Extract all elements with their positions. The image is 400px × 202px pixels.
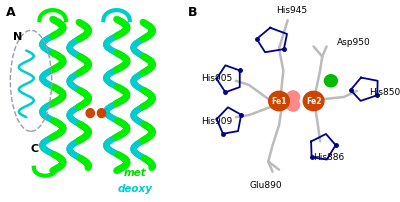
Text: Asp950: Asp950	[337, 38, 371, 47]
Text: His945: His945	[276, 6, 308, 15]
Text: B: B	[188, 6, 198, 19]
Text: Fe1: Fe1	[271, 97, 287, 105]
Text: deoxy: deoxy	[118, 184, 153, 194]
Circle shape	[303, 91, 324, 111]
Text: His886: His886	[313, 153, 344, 162]
Circle shape	[269, 91, 290, 111]
Circle shape	[97, 109, 106, 118]
Text: His905: His905	[201, 74, 232, 83]
Text: His909: His909	[201, 117, 232, 126]
Text: A: A	[6, 6, 15, 19]
Text: Fe2: Fe2	[306, 97, 321, 105]
Circle shape	[286, 99, 300, 111]
Circle shape	[324, 75, 337, 87]
Circle shape	[86, 109, 94, 118]
Circle shape	[286, 91, 300, 103]
Text: N: N	[13, 32, 22, 42]
Text: C: C	[30, 143, 38, 154]
Text: His850: His850	[369, 88, 400, 97]
Text: Glu890: Glu890	[250, 181, 282, 190]
Text: met: met	[124, 168, 147, 178]
